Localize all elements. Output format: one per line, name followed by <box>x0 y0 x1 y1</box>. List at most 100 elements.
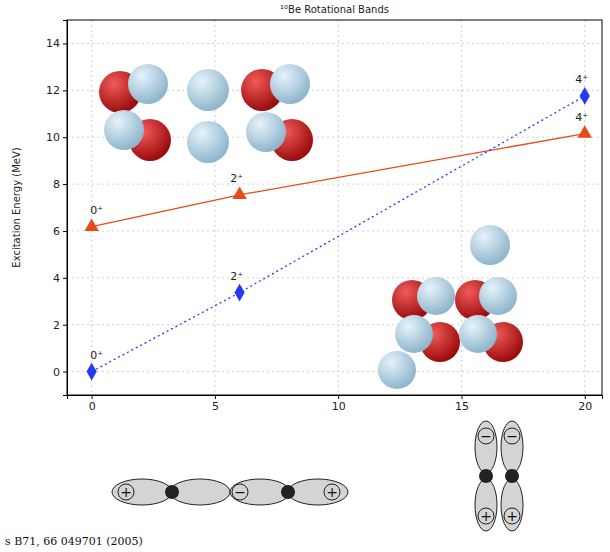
orbital-lobe <box>475 421 497 473</box>
y-tick: 2 <box>53 319 67 332</box>
tick-mark <box>92 395 93 399</box>
y-tick: 10 <box>46 131 67 144</box>
grid-line <box>67 184 602 185</box>
neutron <box>187 69 229 111</box>
orbital-sign: − <box>234 484 246 500</box>
y-axis: 0 2 4 6 8 10 12 14 <box>46 21 68 396</box>
orbital-center <box>165 485 179 499</box>
x-tick: 20 <box>578 395 592 413</box>
neutron <box>246 112 286 152</box>
tick-label: 14 <box>46 37 60 50</box>
neutron <box>378 351 416 389</box>
point-label: 2⁺ <box>230 172 243 185</box>
orbital-sign: − <box>480 428 492 444</box>
neutron <box>417 277 455 315</box>
tick-label: 2 <box>53 319 60 332</box>
neutron <box>479 277 517 315</box>
tick-mark <box>585 395 586 399</box>
grid-line <box>67 230 602 231</box>
point-label: 4⁺ <box>575 111 588 124</box>
orbital-sign: + <box>480 508 492 524</box>
data-point <box>580 87 590 105</box>
tick-mark <box>338 395 339 399</box>
grid-line <box>67 324 602 325</box>
tick-label: 0 <box>89 400 96 413</box>
data-point <box>87 363 97 381</box>
data-point <box>84 218 98 230</box>
series-line <box>92 96 585 372</box>
data-marks <box>84 87 592 380</box>
axis-line <box>68 396 603 400</box>
orbital-sign: + <box>326 484 338 500</box>
neutron <box>104 110 144 150</box>
grid-line <box>67 43 602 44</box>
orbital-lobe <box>475 479 497 531</box>
x-tick: 15 <box>455 395 469 413</box>
chart: 0⁺ 2⁺ 4⁺ 0⁺ 2⁺ 4⁺ 0 5 10 15 20 0 2 4 6 8 10 12 14 ¹⁰Be Rota… <box>0 0 610 552</box>
sign-ring <box>324 484 340 500</box>
orbital-sign: − <box>506 428 518 444</box>
plot-background <box>67 20 602 395</box>
sign-ring <box>478 508 494 524</box>
orbital-lobe <box>112 479 172 505</box>
tick-label: 12 <box>46 84 60 97</box>
tick-label: 4 <box>53 272 60 285</box>
grid-line <box>67 277 602 278</box>
tick-mark <box>63 325 67 326</box>
y-tick: 8 <box>53 178 67 191</box>
orbital-center <box>479 469 493 483</box>
neutron <box>395 315 433 353</box>
orbital-center <box>281 485 295 499</box>
tick-mark <box>63 184 67 185</box>
x-tick: 0 <box>89 395 96 413</box>
point-label: 4⁺ <box>575 73 588 86</box>
neutron <box>470 225 510 265</box>
tick-label: 8 <box>53 178 60 191</box>
data-point <box>232 187 246 199</box>
tick-label: 15 <box>455 400 469 413</box>
citation: s B71, 66 049701 (2005) <box>5 535 143 548</box>
tick-label: 20 <box>578 400 592 413</box>
tick-mark <box>63 90 67 91</box>
tick-mark <box>63 137 67 138</box>
tick-label: 6 <box>53 225 60 238</box>
orbital-lobe <box>501 479 523 531</box>
point-label: 2⁺ <box>230 270 243 283</box>
tick-mark <box>63 231 67 232</box>
tick-mark <box>63 372 67 373</box>
tick-label: 5 <box>212 400 219 413</box>
sign-ring <box>232 484 248 500</box>
cluster-illustration <box>99 64 523 389</box>
sign-ring <box>504 428 520 444</box>
grid-line <box>67 371 602 372</box>
plot-frame <box>67 20 602 395</box>
grid-line <box>338 20 339 395</box>
orbital-diagram: +−+−+−+ <box>112 421 523 531</box>
x-tick: 5 <box>212 395 219 413</box>
tick-mark <box>63 43 67 44</box>
point-label: 0⁺ <box>90 349 103 362</box>
tick-mark <box>63 278 67 279</box>
y-tick: 0 <box>53 366 67 379</box>
point-labels: 0⁺ 2⁺ 4⁺ 0⁺ 2⁺ 4⁺ <box>90 73 588 362</box>
sign-ring <box>504 508 520 524</box>
neutron <box>187 121 229 163</box>
orbital-sign: + <box>120 484 132 500</box>
tick-label: 10 <box>46 131 60 144</box>
orbital-lobe <box>501 421 523 473</box>
tick-label: 10 <box>332 400 346 413</box>
grid <box>67 20 602 395</box>
series-line <box>92 134 585 227</box>
y-tick: 6 <box>53 225 67 238</box>
x-axis: 0 5 10 15 20 <box>68 395 603 413</box>
tick-mark <box>215 395 216 399</box>
sign-ring <box>478 428 494 444</box>
neutron <box>128 64 168 104</box>
orbital-lobe <box>288 479 348 505</box>
y-axis-title: Excitation Energy (MeV) <box>11 147 22 267</box>
x-tick: 10 <box>332 395 346 413</box>
point-label: 0⁺ <box>90 204 103 217</box>
orbital-center <box>505 469 519 483</box>
title: ¹⁰Be Rotational Bands <box>280 4 389 15</box>
y-tick: 12 <box>46 84 67 97</box>
